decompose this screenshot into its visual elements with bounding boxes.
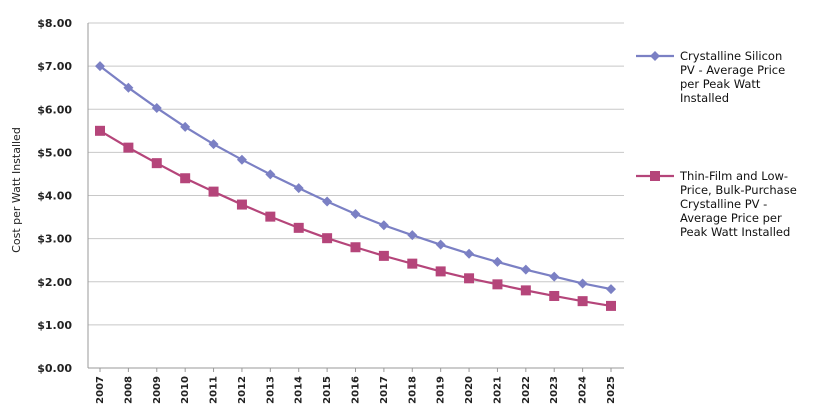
data-point	[577, 278, 588, 289]
y-tick-label: $0.00	[37, 362, 72, 375]
series-1	[95, 61, 616, 295]
legend-label: Installed	[680, 91, 729, 105]
x-tick-label: 2012	[237, 376, 248, 404]
x-tick-label: 2020	[464, 376, 475, 404]
legend-label: PV - Average Price	[680, 63, 785, 77]
x-tick-label: 2016	[351, 376, 362, 404]
legend-label: Crystalline PV -	[680, 197, 767, 211]
data-point	[492, 256, 503, 267]
y-tick-label: $2.00	[37, 276, 72, 289]
y-axis-label: Cost per Watt Installed	[10, 127, 23, 253]
x-tick-label: 2022	[521, 376, 532, 404]
data-point	[151, 102, 162, 113]
x-tick-label: 2009	[152, 376, 163, 404]
x-tick-label: 2008	[123, 376, 134, 404]
data-point	[95, 61, 105, 72]
x-tick-label: 2013	[265, 376, 276, 404]
data-point	[520, 285, 531, 296]
data-point	[606, 300, 616, 311]
data-point	[464, 248, 475, 259]
series-2	[95, 125, 616, 311]
x-tick-label: 2023	[549, 376, 560, 404]
data-point	[151, 158, 162, 169]
y-tick-label: $6.00	[37, 103, 72, 116]
data-point	[208, 139, 219, 150]
series	[95, 61, 616, 311]
x-tick-label: 2019	[436, 376, 447, 404]
data-point	[236, 154, 247, 165]
data-point	[236, 199, 247, 210]
x-tick-label: 2021	[492, 376, 503, 404]
legend-label: Average Price per	[680, 211, 782, 225]
data-point	[407, 258, 418, 269]
data-point	[435, 239, 446, 250]
data-point	[208, 186, 219, 197]
y-tick-label: $8.00	[37, 17, 72, 30]
legend-label: per Peak Watt	[680, 77, 761, 91]
x-tick-label: 2015	[322, 376, 333, 404]
data-point	[322, 233, 333, 244]
data-point	[293, 222, 304, 233]
legend-marker	[650, 51, 660, 61]
x-tick-label: 2007	[95, 376, 106, 404]
x-tick-label: 2025	[606, 376, 617, 404]
x-tick-label: 2010	[180, 376, 191, 404]
y-tick-label: $1.00	[37, 319, 72, 332]
data-point	[293, 183, 304, 194]
x-tick-label: 2024	[578, 376, 589, 404]
data-point	[95, 125, 105, 136]
legend-label: Price, Bulk-Purchase	[680, 183, 797, 197]
y-tick-label: $3.00	[37, 233, 72, 246]
data-point	[265, 169, 276, 180]
y-tick-label: $5.00	[37, 146, 72, 159]
data-point	[350, 242, 361, 253]
legend-label: Peak Watt Installed	[680, 225, 790, 239]
data-point	[464, 273, 475, 284]
y-axis-ticks: $0.00 $1.00 $2.00 $3.00 $4.00 $5.00 $6.00 $7.00…	[37, 17, 72, 375]
data-point	[350, 209, 361, 220]
data-point	[407, 230, 418, 241]
data-point	[180, 121, 191, 132]
data-point	[520, 264, 531, 275]
data-point	[378, 220, 389, 231]
data-point	[265, 211, 276, 222]
y-tick-label: $4.00	[37, 190, 72, 203]
x-tick-label: 2017	[379, 376, 390, 404]
data-point	[492, 279, 503, 290]
legend-marker	[650, 171, 660, 181]
data-point	[435, 266, 446, 277]
x-tick-label: 2018	[407, 376, 418, 404]
data-point	[549, 290, 560, 301]
data-point	[322, 196, 333, 207]
x-tick-label: 2014	[294, 376, 305, 404]
data-point	[123, 82, 134, 93]
data-point	[577, 296, 588, 307]
series-line	[99, 65, 612, 291]
legend-entry: Thin-Film and Low-Price, Bulk-PurchaseCr…	[636, 169, 797, 239]
data-point	[123, 142, 134, 153]
legend-label: Thin-Film and Low-	[679, 169, 788, 183]
legend-label: Crystalline Silicon	[680, 49, 782, 63]
gridlines	[87, 22, 624, 369]
data-point	[180, 173, 191, 184]
x-tick-label: 2011	[209, 376, 220, 404]
data-point	[378, 250, 389, 261]
y-tick-label: $7.00	[37, 60, 72, 73]
data-point	[549, 271, 560, 282]
x-axis-ticks: 2007 2008 2009 2010 2011 2012 2013 2014 2015 2016…	[95, 368, 617, 404]
data-point	[606, 284, 616, 295]
